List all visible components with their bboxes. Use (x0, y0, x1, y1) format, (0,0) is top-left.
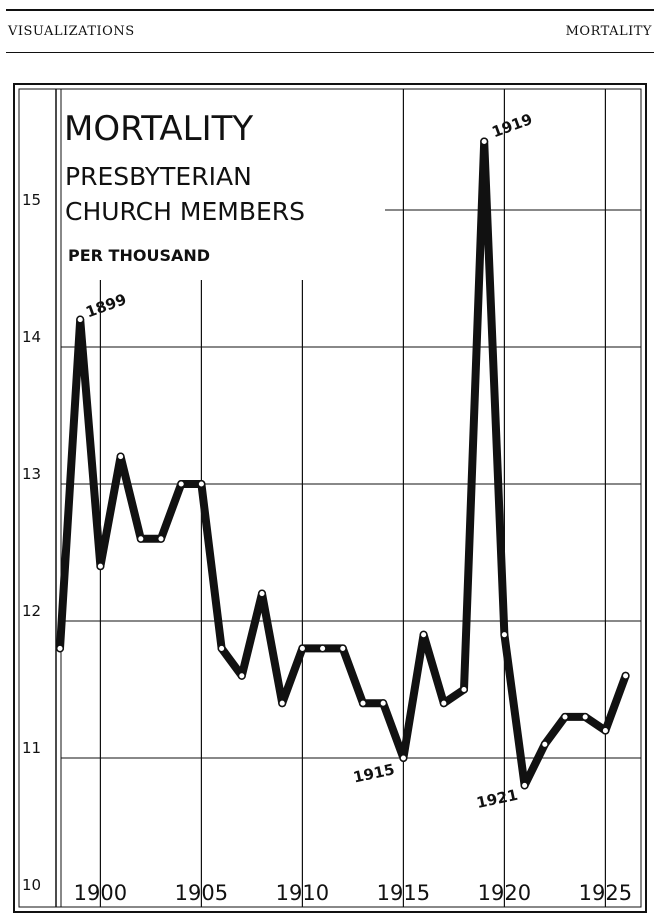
data-point-1910 (298, 644, 307, 653)
header-top-rule (6, 9, 654, 11)
inner-border (18, 88, 642, 908)
x-tick-label-1905: 1905 (175, 881, 228, 905)
outer-border (13, 83, 647, 913)
x-tick-label-1925: 1925 (579, 881, 632, 905)
y-tick-label-15: 15 (22, 191, 41, 209)
data-point-1908 (257, 589, 267, 598)
annotation-1919: 1919 (489, 110, 534, 141)
y-tick-label-10: 10 (22, 876, 41, 894)
data-point-1919 (480, 137, 489, 146)
mortality-line-chart: MORTALITY PRESBYTERIAN CHURCH MEMBERS PE… (13, 83, 647, 913)
data-point-1898 (55, 644, 65, 653)
mortality-series-line (56, 137, 630, 790)
data-point-1923 (560, 712, 570, 721)
data-point-1916 (419, 630, 428, 639)
x-tick-label-1900: 1900 (74, 881, 127, 905)
data-point-1926 (621, 671, 630, 680)
y-axis-ticks: 10 11 12 13 14 15 (22, 191, 41, 894)
y-tick-label-13: 13 (22, 465, 41, 483)
y-tick-label-14: 14 (22, 328, 41, 346)
data-point-1917 (439, 699, 448, 708)
data-point-1922 (540, 740, 549, 749)
data-point-1918 (459, 685, 469, 694)
chart-frame (13, 83, 647, 913)
data-point-1901 (116, 452, 125, 461)
x-tick-label-1920: 1920 (478, 881, 531, 905)
data-point-1899 (76, 315, 85, 324)
data-point-1907 (237, 671, 246, 680)
chart-grid (61, 89, 641, 907)
chart-title: MORTALITY (64, 109, 253, 149)
data-point-1905 (197, 479, 206, 489)
data-point-1911 (318, 644, 327, 653)
x-tick-label-1915: 1915 (377, 881, 430, 905)
data-point-1903 (156, 534, 166, 543)
data-point-1915 (399, 753, 408, 763)
data-point-1913 (358, 699, 368, 708)
data-point-1906 (217, 644, 226, 653)
header-page-topic: MORTALITY (565, 24, 652, 39)
header-section-title: VISUALIZATIONS (8, 24, 135, 39)
annotation-1921: 1921 (475, 786, 520, 812)
data-point-1900 (96, 562, 105, 571)
x-axis-ticks: 1900 1905 1910 1915 1920 1925 (74, 881, 632, 905)
data-point-1902 (136, 534, 145, 543)
annotation-1899: 1899 (83, 290, 128, 321)
y-tick-label-12: 12 (22, 602, 41, 620)
data-point-1904 (177, 479, 186, 489)
chart-title-group: MORTALITY PRESBYTERIAN CHURCH MEMBERS PE… (64, 109, 305, 265)
chart-subtitle-line-2: CHURCH MEMBERS (65, 197, 305, 226)
chart-subtitle-line-1: PRESBYTERIAN (65, 162, 252, 191)
data-point-1909 (278, 699, 287, 708)
data-point-1924 (581, 712, 590, 721)
page-header: VISUALIZATIONS MORTALITY (0, 0, 660, 56)
data-point-1921 (520, 781, 529, 790)
data-point-1920 (500, 630, 509, 639)
chart-unit-label: PER THOUSAND (68, 246, 210, 265)
header-bottom-rule (6, 52, 654, 53)
data-point-1914 (379, 699, 388, 708)
mortality-series (55, 137, 630, 790)
y-tick-label-11: 11 (22, 739, 41, 757)
data-point-1912 (338, 644, 347, 653)
data-point-1925 (601, 726, 610, 735)
x-tick-label-1910: 1910 (276, 881, 329, 905)
annotation-1915: 1915 (352, 760, 397, 786)
